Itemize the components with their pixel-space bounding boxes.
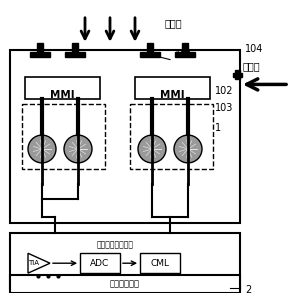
Text: ADC: ADC [90,259,110,268]
Text: 1: 1 [215,123,221,133]
Text: TIA: TIA [29,260,40,266]
Bar [37,43,43,55]
Text: 集成输出电路芯片: 集成输出电路芯片 [97,240,134,249]
Text: 103: 103 [215,103,234,113]
Bar [30,52,50,57]
Circle shape [174,135,202,163]
Text: MMI: MMI [50,90,74,100]
Bar [10,275,240,293]
Text: 104: 104 [245,44,263,54]
Bar [10,50,240,224]
Circle shape [64,135,92,163]
Text: 2: 2 [245,285,251,295]
Bar [140,253,180,273]
Bar [10,233,240,288]
Bar [140,52,160,57]
Text: CML: CML [151,259,170,268]
Text: MMI: MMI [160,90,184,100]
Text: 101: 101 [175,50,193,60]
Text: 时分复用电路: 时分复用电路 [110,280,140,289]
Bar [80,253,120,273]
Circle shape [28,135,56,163]
Bar [182,43,188,55]
Bar [25,78,100,99]
Text: 信号光: 信号光 [165,18,183,28]
Bar [72,43,78,55]
Text: 本振光: 本振光 [243,62,261,71]
Bar [135,78,210,99]
Bar [233,73,242,78]
Bar [235,70,240,79]
Bar [65,52,85,57]
Text: 102: 102 [215,86,234,96]
Circle shape [138,135,166,163]
Bar [175,52,195,57]
Bar [147,43,153,55]
